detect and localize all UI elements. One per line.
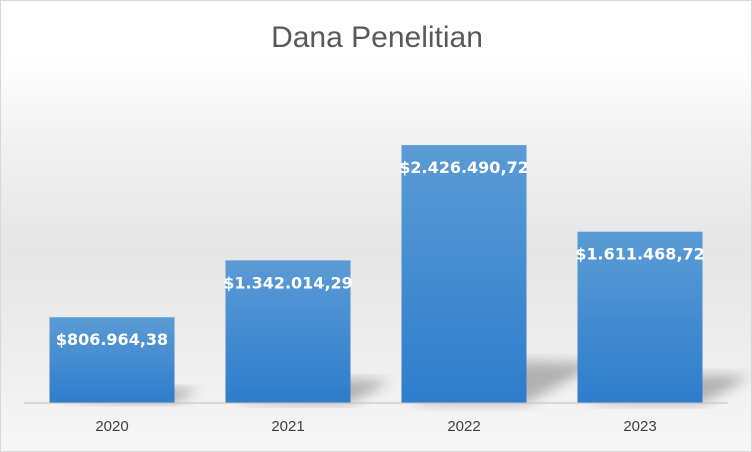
bar-2021 [225,260,351,403]
bar-2020 [49,317,175,403]
chart-title: Dana Penelitian [271,21,483,54]
x-tick-label: 2021 [271,418,304,435]
data-label: $2.426.490,72 [399,158,529,177]
bar-2023 [577,231,703,403]
data-label: $1.342.014,29 [223,273,353,292]
x-tick-label: 2022 [447,418,480,435]
data-label: $806.964,38 [56,330,168,349]
x-tick-label: 2023 [623,418,656,435]
x-tick-label: 2020 [95,418,128,435]
bar-2022 [401,145,527,403]
data-label: $1.611.468,72 [575,245,705,264]
